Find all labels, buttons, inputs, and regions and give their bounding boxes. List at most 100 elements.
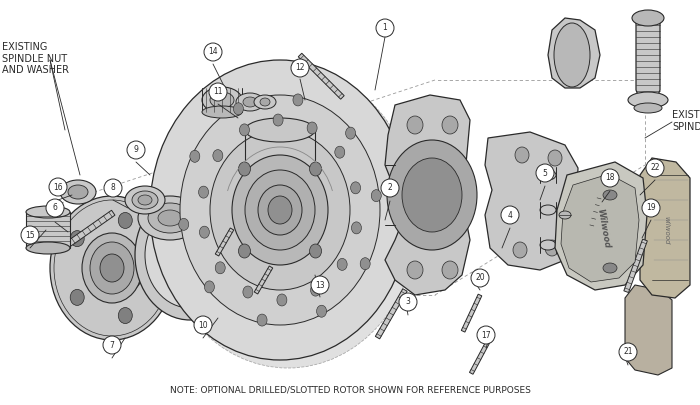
Ellipse shape [540,170,556,180]
Ellipse shape [199,186,209,198]
Polygon shape [470,337,492,374]
Circle shape [536,164,554,182]
Polygon shape [375,289,407,339]
Text: 3: 3 [405,298,410,307]
Text: 7: 7 [110,341,114,350]
Text: 17: 17 [481,330,491,339]
Ellipse shape [442,116,458,134]
Ellipse shape [210,130,350,290]
Ellipse shape [118,307,132,324]
Ellipse shape [548,150,562,166]
Ellipse shape [135,190,245,320]
Ellipse shape [50,196,174,340]
Ellipse shape [202,87,242,113]
Ellipse shape [125,186,165,214]
Ellipse shape [309,244,321,258]
Ellipse shape [351,182,360,194]
Ellipse shape [178,218,189,230]
Ellipse shape [236,93,264,111]
Ellipse shape [603,190,617,200]
Ellipse shape [554,23,590,87]
Ellipse shape [257,314,267,326]
Text: EXISTING
SPINDLE: EXISTING SPINDLE [672,110,700,132]
Polygon shape [640,158,690,298]
Circle shape [399,293,417,311]
Ellipse shape [309,162,321,176]
Ellipse shape [158,210,182,226]
Ellipse shape [138,195,152,205]
Ellipse shape [90,242,134,294]
Text: wilwood: wilwood [663,216,669,244]
Circle shape [103,336,121,354]
Text: 5: 5 [542,168,547,177]
Ellipse shape [70,290,84,305]
Ellipse shape [360,258,370,270]
Ellipse shape [402,158,462,232]
Polygon shape [636,20,660,100]
Ellipse shape [273,114,283,126]
Ellipse shape [68,185,88,199]
Text: 22: 22 [650,164,659,173]
Ellipse shape [180,95,380,325]
Ellipse shape [70,230,84,247]
Text: 14: 14 [208,47,218,57]
Circle shape [104,179,122,197]
Circle shape [49,178,67,196]
Ellipse shape [346,127,356,139]
Ellipse shape [245,170,315,250]
Polygon shape [625,285,672,375]
Polygon shape [216,228,234,256]
Ellipse shape [239,124,249,136]
Ellipse shape [628,92,668,108]
Ellipse shape [160,220,220,290]
Ellipse shape [632,10,664,26]
Text: 11: 11 [214,87,223,96]
Text: 19: 19 [646,203,656,213]
Ellipse shape [387,140,477,250]
Circle shape [477,326,495,344]
Polygon shape [548,18,600,88]
Text: 9: 9 [134,145,139,154]
Circle shape [194,316,212,334]
Ellipse shape [559,211,571,219]
Ellipse shape [545,240,559,256]
Ellipse shape [335,146,345,158]
Ellipse shape [442,261,458,279]
Ellipse shape [26,206,70,218]
Ellipse shape [100,242,144,294]
Polygon shape [26,212,70,248]
Ellipse shape [210,92,234,108]
Polygon shape [561,174,639,282]
Circle shape [501,206,519,224]
Text: 21: 21 [623,347,633,356]
Text: Wilwood: Wilwood [595,207,611,249]
Polygon shape [298,53,344,99]
Ellipse shape [190,150,200,162]
Ellipse shape [311,284,321,296]
Ellipse shape [258,185,302,235]
Ellipse shape [260,98,270,106]
Circle shape [127,141,145,159]
Text: 13: 13 [315,281,325,290]
Polygon shape [254,266,273,294]
Polygon shape [461,294,482,332]
Text: 8: 8 [111,183,116,192]
Ellipse shape [100,254,124,282]
Text: 4: 4 [508,211,512,220]
Text: 10: 10 [198,320,208,330]
Text: 6: 6 [52,203,57,213]
Circle shape [471,269,489,287]
Text: 16: 16 [53,183,63,192]
Polygon shape [555,162,647,290]
Ellipse shape [150,60,410,360]
Ellipse shape [148,203,192,233]
Ellipse shape [513,242,527,258]
Ellipse shape [254,95,276,109]
Text: EXISTING
SPINDLE NUT
AND WASHER: EXISTING SPINDLE NUT AND WASHER [2,42,69,75]
Text: 18: 18 [606,173,615,183]
Ellipse shape [239,244,251,258]
Ellipse shape [293,94,303,106]
Ellipse shape [540,240,556,250]
Circle shape [209,83,227,101]
Circle shape [46,199,64,217]
